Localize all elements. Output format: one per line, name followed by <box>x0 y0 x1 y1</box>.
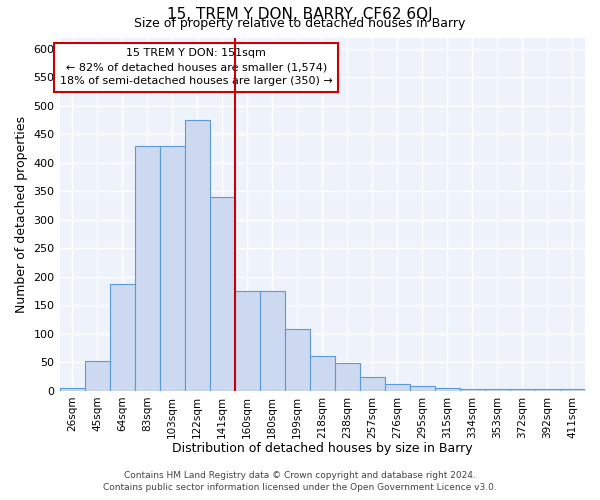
Bar <box>209 197 235 391</box>
Bar <box>360 376 385 391</box>
Bar <box>134 146 160 391</box>
Bar <box>485 388 510 391</box>
Bar <box>110 284 134 391</box>
Text: Size of property relative to detached houses in Barry: Size of property relative to detached ho… <box>134 18 466 30</box>
X-axis label: Distribution of detached houses by size in Barry: Distribution of detached houses by size … <box>172 442 473 455</box>
Bar <box>385 384 410 391</box>
Text: Contains HM Land Registry data © Crown copyright and database right 2024.
Contai: Contains HM Land Registry data © Crown c… <box>103 471 497 492</box>
Bar <box>310 356 335 391</box>
Bar <box>260 291 285 391</box>
Text: 15 TREM Y DON: 151sqm
← 82% of detached houses are smaller (1,574)
18% of semi-d: 15 TREM Y DON: 151sqm ← 82% of detached … <box>60 48 332 86</box>
Bar <box>435 388 460 391</box>
Bar <box>160 146 185 391</box>
Bar <box>185 120 209 391</box>
Bar <box>510 388 535 391</box>
Bar <box>535 388 560 391</box>
Text: 15, TREM Y DON, BARRY, CF62 6QJ: 15, TREM Y DON, BARRY, CF62 6QJ <box>167 8 433 22</box>
Y-axis label: Number of detached properties: Number of detached properties <box>15 116 28 312</box>
Bar <box>410 386 435 391</box>
Bar <box>85 361 110 391</box>
Bar <box>235 291 260 391</box>
Bar <box>560 388 585 391</box>
Bar <box>59 388 85 391</box>
Bar <box>285 330 310 391</box>
Bar <box>460 388 485 391</box>
Bar <box>335 364 360 391</box>
